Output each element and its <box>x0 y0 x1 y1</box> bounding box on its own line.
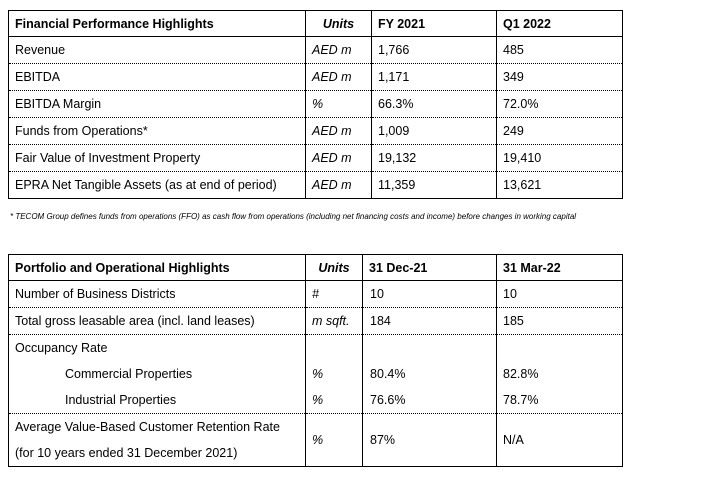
row-value: 10 <box>362 280 497 308</box>
table-row: EPRA Net Tangible Assets (as at end of p… <box>8 171 623 199</box>
header-cell: Financial Performance Highlights <box>8 10 306 37</box>
header-cell: Units <box>305 10 372 37</box>
row-value: 1,171 <box>371 63 497 91</box>
empty-cell <box>497 335 623 362</box>
header-cell: Units <box>305 254 363 281</box>
row-units: % <box>305 387 363 414</box>
header-cell: FY 2021 <box>371 10 497 37</box>
row-value: 1,009 <box>371 117 497 145</box>
row-units: # <box>305 280 363 308</box>
table-row: Occupancy Rate <box>8 334 623 362</box>
row-value: 72.0% <box>496 90 623 118</box>
table-row: Number of Business Districts # 10 10 <box>8 280 623 308</box>
row-value: 87% <box>362 413 497 467</box>
table-row: EBITDA AED m 1,171 349 <box>8 63 623 91</box>
empty-cell <box>305 334 363 361</box>
row-label: EBITDA <box>8 63 306 91</box>
row-value: 485 <box>496 36 623 64</box>
table-row: Average Value-Based Customer Retention R… <box>8 413 623 467</box>
row-label: Funds from Operations* <box>8 117 306 145</box>
row-value: 185 <box>496 307 623 335</box>
row-value: 19,410 <box>496 144 623 172</box>
empty-cell <box>362 334 497 361</box>
row-value: 249 <box>496 117 623 145</box>
header-cell: 31 Dec-21 <box>362 254 497 281</box>
row-value: 82.8% <box>503 367 539 381</box>
row-value: 76.6% <box>362 387 497 414</box>
occupancy-label: Occupancy Rate <box>8 334 306 361</box>
row-label: EBITDA Margin <box>8 90 306 118</box>
table-row: Funds from Operations* AED m 1,009 249 <box>8 117 623 145</box>
row-value: 66.3% <box>371 90 497 118</box>
row-label: Total gross leasable area (incl. land le… <box>8 307 306 335</box>
row-units: AED m <box>305 171 372 199</box>
row-units: % <box>305 413 363 467</box>
retention-label-line1: Average Value-Based Customer Retention R… <box>15 420 280 434</box>
table-row: Commercial Properties % 80.4% 82.8% <box>8 361 623 387</box>
portfolio-operational-table: Portfolio and Operational Highlights Uni… <box>8 254 623 467</box>
financial-performance-table: Financial Performance Highlights Units F… <box>8 10 623 199</box>
retention-label-line2: (for 10 years ended 31 December 2021) <box>15 446 238 460</box>
footnote: * TECOM Group defines funds from operati… <box>10 212 577 221</box>
row-units: AED m <box>305 144 372 172</box>
row-value: 349 <box>496 63 623 91</box>
row-units: AED m <box>305 117 372 145</box>
table-header-row: Portfolio and Operational Highlights Uni… <box>8 254 623 281</box>
row-label: Revenue <box>8 36 306 64</box>
row-units: m sqft. <box>305 307 363 335</box>
row-value: 13,621 <box>503 178 542 192</box>
header-cell: 31 Mar-22 <box>496 254 623 281</box>
table-header-row: Financial Performance Highlights Units F… <box>8 10 623 37</box>
row-label: Number of Business Districts <box>8 280 306 308</box>
row-value: 80.4% <box>362 361 497 387</box>
header-cell: Q1 2022 <box>496 10 623 37</box>
table-row: Fair Value of Investment Property AED m … <box>8 144 623 172</box>
table-row: Revenue AED m 1,766 485 <box>8 36 623 64</box>
table-row: Industrial Properties % 76.6% 78.7% <box>8 387 623 414</box>
row-value: 184 <box>362 307 497 335</box>
row-units: AED m <box>305 63 372 91</box>
retention-label: Average Value-Based Customer Retention R… <box>8 413 306 467</box>
row-label: EPRA Net Tangible Assets (as at end of p… <box>8 171 306 199</box>
row-value: 78.7% <box>496 387 623 414</box>
row-value: 10 <box>496 280 623 308</box>
row-value: N/A <box>503 433 524 447</box>
row-label: Industrial Properties <box>8 387 306 414</box>
row-units: AED m <box>305 36 372 64</box>
row-label: Commercial Properties <box>8 361 306 387</box>
row-value: 1,766 <box>371 36 497 64</box>
table-row: EBITDA Margin % 66.3% 72.0% <box>8 90 623 118</box>
row-value: 11,359 <box>371 171 497 199</box>
table-row: Total gross leasable area (incl. land le… <box>8 307 623 335</box>
row-value: 19,132 <box>371 144 497 172</box>
header-cell: Portfolio and Operational Highlights <box>8 254 306 281</box>
row-units: % <box>305 90 372 118</box>
row-label: Fair Value of Investment Property <box>8 144 306 172</box>
row-units: % <box>305 361 363 387</box>
